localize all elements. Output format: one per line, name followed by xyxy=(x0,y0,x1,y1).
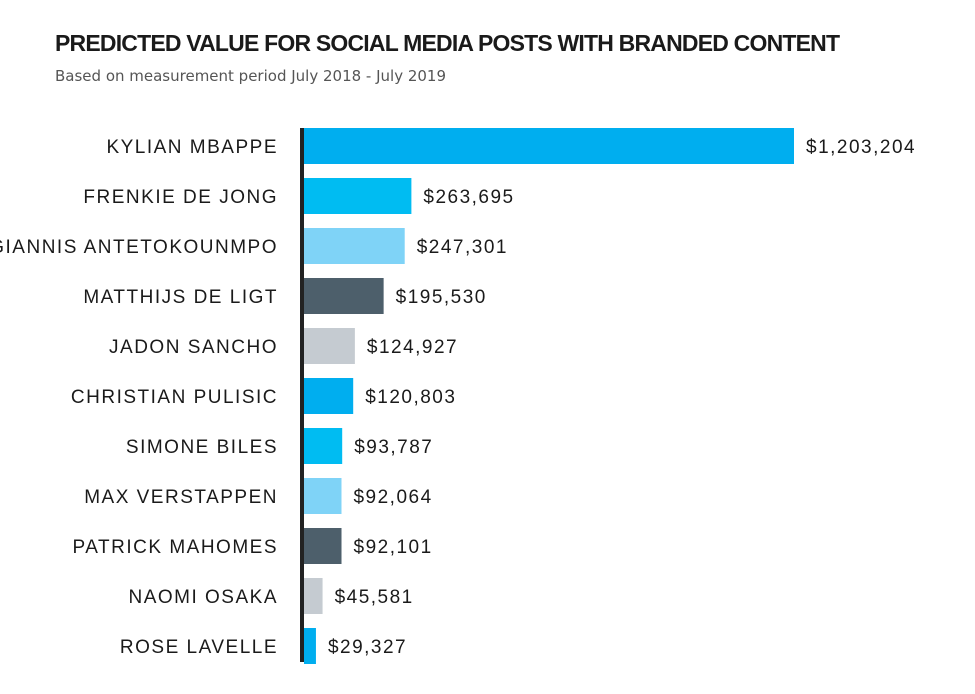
bar xyxy=(304,278,384,314)
category-label: ROSE LAVELLE xyxy=(120,637,278,658)
data-label: $120,803 xyxy=(365,387,456,408)
category-label: MATTHIJS DE LIGT xyxy=(83,287,278,308)
data-label: $247,301 xyxy=(417,237,508,258)
data-label: $1,203,204 xyxy=(806,137,916,158)
bar xyxy=(304,228,405,264)
bar xyxy=(304,578,323,614)
chart-subtitle: Based on measurement period July 2018 - … xyxy=(55,67,447,85)
data-label: $93,787 xyxy=(354,437,433,458)
category-label: KYLIAN MBAPPE xyxy=(106,137,278,158)
category-label: SIMONE BILES xyxy=(126,437,278,458)
bar xyxy=(304,478,342,514)
data-label: $92,101 xyxy=(354,537,433,558)
category-label: MAX VERSTAPPEN xyxy=(84,487,278,508)
category-label: CHRISTIAN PULISIC xyxy=(71,387,278,408)
category-label: GIANNIS ANTETOKOUNMPO xyxy=(0,237,278,258)
bar xyxy=(304,178,412,214)
data-label: $45,581 xyxy=(335,587,414,608)
category-label: NAOMI OSAKA xyxy=(128,587,278,608)
category-label: PATRICK MAHOMES xyxy=(73,537,278,558)
bar xyxy=(304,378,354,414)
chart-title: PREDICTED VALUE FOR SOCIAL MEDIA POSTS W… xyxy=(55,30,840,56)
category-label: FRENKIE DE JONG xyxy=(83,187,278,208)
bar xyxy=(304,328,355,364)
data-label: $29,327 xyxy=(328,637,407,658)
bar xyxy=(304,528,342,564)
data-label: $92,064 xyxy=(353,487,432,508)
category-label: JADON SANCHO xyxy=(109,337,278,358)
data-label: $263,695 xyxy=(423,187,514,208)
bar xyxy=(304,428,343,464)
y-axis-line xyxy=(300,128,304,662)
data-label: $195,530 xyxy=(396,287,487,308)
data-label: $124,927 xyxy=(367,337,458,358)
bar xyxy=(304,628,316,664)
bar xyxy=(304,128,794,164)
